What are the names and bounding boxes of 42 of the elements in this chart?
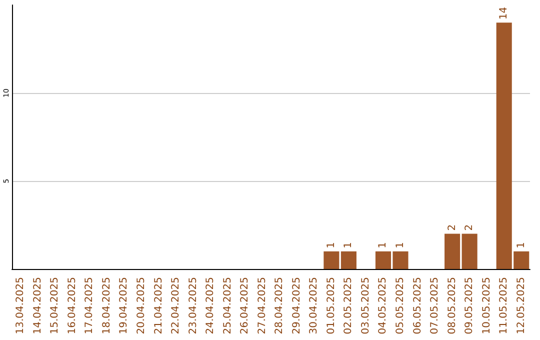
- x-tick-label: 17.04.2025: [84, 277, 96, 334]
- data-label: 1: [395, 242, 406, 248]
- data-label: 2: [464, 224, 476, 231]
- x-tick-label: 09.05.2025: [464, 277, 476, 334]
- x-tick-label: 16.04.2025: [66, 277, 78, 334]
- x-tick-label: 05.05.2025: [395, 277, 406, 334]
- data-label: 1: [378, 242, 389, 248]
- x-tick-label: 19.04.2025: [118, 277, 130, 334]
- x-tick-label: 14.04.2025: [32, 277, 44, 334]
- x-tick-label: 20.04.2025: [136, 277, 147, 334]
- data-label: 14: [498, 6, 510, 20]
- data-label: 1: [326, 242, 337, 248]
- x-tick-label: 13.04.2025: [15, 277, 26, 334]
- data-label: 1: [343, 242, 354, 248]
- x-tick-label: 12.05.2025: [516, 277, 527, 334]
- bar: [340, 251, 356, 269]
- x-tick-label: 04.05.2025: [378, 277, 389, 334]
- x-tick-label: 03.05.2025: [360, 277, 372, 334]
- x-tick-label: 24.04.2025: [205, 277, 216, 334]
- x-tick-label: 28.04.2025: [274, 277, 286, 334]
- bar: [462, 234, 478, 269]
- bar: [324, 251, 340, 269]
- x-tick-label: 06.05.2025: [412, 277, 424, 334]
- x-tick-label: 25.04.2025: [222, 277, 234, 334]
- x-tick-label: 08.05.2025: [446, 277, 458, 334]
- data-label: 1: [516, 242, 527, 248]
- bar: [444, 234, 460, 269]
- x-tick-label: 07.05.2025: [430, 277, 441, 334]
- x-tick-label: 27.04.2025: [256, 277, 268, 334]
- x-tick-label: 29.04.2025: [291, 277, 302, 334]
- x-tick-label: 30.04.2025: [308, 277, 320, 334]
- x-tick-label: 26.04.2025: [240, 277, 251, 334]
- data-label: 2: [446, 224, 458, 231]
- x-tick-label: 15.04.2025: [50, 277, 61, 334]
- x-tick-label: 10.05.2025: [481, 277, 492, 334]
- x-tick-label: 23.04.2025: [188, 277, 199, 334]
- x-tick-label: 18.04.2025: [101, 277, 112, 334]
- x-tick-label: 21.04.2025: [153, 277, 164, 334]
- x-tick-label: 02.05.2025: [343, 277, 354, 334]
- x-tick-label: 01.05.2025: [326, 277, 337, 334]
- x-tick-label: 22.04.2025: [170, 277, 182, 334]
- x-tick-label: 11.05.2025: [498, 277, 510, 334]
